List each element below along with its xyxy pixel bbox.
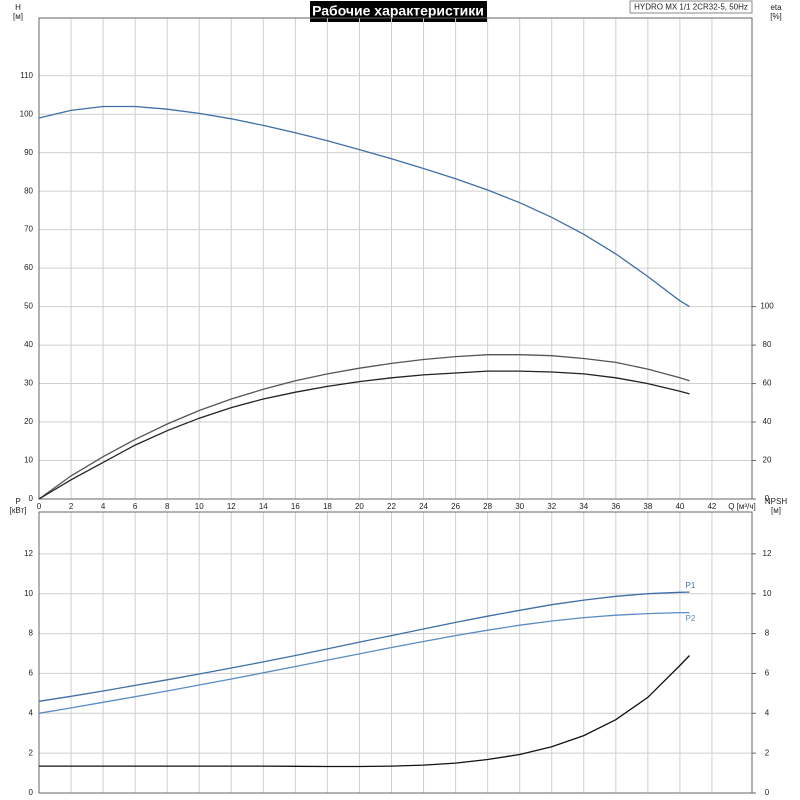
series-line bbox=[39, 655, 690, 768]
y-tick-label: 100 bbox=[20, 109, 34, 118]
x-tick-label: 28 bbox=[483, 502, 492, 511]
series-line bbox=[38, 354, 690, 500]
x-tick-label: 10 bbox=[195, 502, 204, 511]
y-tick-label: 20 bbox=[24, 417, 33, 426]
x-tick-label: 18 bbox=[323, 502, 332, 511]
y-tick-label: 6 bbox=[29, 669, 34, 678]
series-label: P1 bbox=[686, 581, 696, 590]
y2-tick-label: 0 bbox=[765, 494, 770, 503]
x-tick-label: 30 bbox=[515, 502, 524, 511]
y-tick-label: 60 bbox=[24, 263, 33, 272]
y2-tick-label: 2 bbox=[765, 748, 770, 757]
x-tick-label: 0 bbox=[37, 502, 42, 511]
y2-axis-unit: [м] bbox=[771, 506, 781, 515]
y2-tick-label: 0 bbox=[765, 788, 770, 797]
y-tick-label: 80 bbox=[24, 186, 33, 195]
plot-frame bbox=[38, 511, 753, 794]
y2-tick-label: 4 bbox=[765, 708, 770, 717]
y-tick-label: 50 bbox=[24, 302, 33, 311]
y-tick-label: 12 bbox=[24, 549, 33, 558]
y-tick-label: 90 bbox=[24, 148, 33, 157]
y2-axis-label: eta bbox=[770, 3, 782, 12]
y-tick-label: 110 bbox=[20, 71, 33, 80]
series-line bbox=[38, 591, 690, 702]
x-tick-label: 20 bbox=[355, 502, 364, 511]
x-tick-label: 24 bbox=[419, 502, 428, 511]
y-tick-label: 4 bbox=[29, 708, 34, 717]
y2-tick-label: 60 bbox=[763, 379, 772, 388]
y-tick-label: 10 bbox=[24, 456, 33, 465]
y2-axis-label: NPSH bbox=[765, 497, 787, 506]
y2-tick-label: 10 bbox=[763, 589, 772, 598]
y2-tick-label: 12 bbox=[763, 549, 772, 558]
y-axis-unit: [кВт] bbox=[10, 506, 27, 515]
x-tick-label: 6 bbox=[133, 502, 138, 511]
model: HYDRO MX 1/1 2CR32-5, 50Hz bbox=[634, 3, 748, 12]
y-tick-label: 70 bbox=[24, 225, 33, 234]
y-tick-label: 10 bbox=[24, 589, 33, 598]
x-axis-label: Q [м³/ч] bbox=[728, 502, 755, 511]
x-tick-label: 12 bbox=[227, 502, 236, 511]
y2-tick-label: 100 bbox=[760, 302, 774, 311]
y-axis-label: H bbox=[15, 3, 21, 12]
x-tick-label: 34 bbox=[579, 502, 588, 511]
x-tick-label: 40 bbox=[675, 502, 684, 511]
y-tick-label: 2 bbox=[29, 748, 34, 757]
y-tick-label: 30 bbox=[24, 379, 33, 388]
model-box bbox=[629, 0, 753, 14]
series-line bbox=[38, 105, 690, 308]
series-line bbox=[38, 611, 690, 714]
y2-tick-label: 40 bbox=[763, 417, 772, 426]
y2-tick-label: 6 bbox=[765, 669, 770, 678]
y-axis-label: P bbox=[15, 497, 20, 506]
x-tick-label: 14 bbox=[259, 502, 268, 511]
x-tick-label: 2 bbox=[69, 502, 74, 511]
series-label: P2 bbox=[686, 614, 696, 623]
y2-tick-label: 20 bbox=[763, 456, 772, 465]
y-tick-label: 0 bbox=[29, 494, 34, 503]
x-tick-label: 36 bbox=[611, 502, 620, 511]
x-tick-label: 38 bbox=[643, 502, 652, 511]
y2-tick-label: 80 bbox=[763, 340, 772, 349]
series-line bbox=[38, 370, 690, 500]
x-tick-label: 22 bbox=[387, 502, 396, 511]
y2-axis-unit: [%] bbox=[770, 12, 782, 21]
x-tick-label: 42 bbox=[707, 502, 716, 511]
x-tick-label: 4 bbox=[101, 502, 106, 511]
x-tick-label: 8 bbox=[165, 502, 170, 511]
title: Рабочие характеристики bbox=[312, 3, 484, 19]
y-axis-unit: [м] bbox=[13, 12, 23, 21]
y-tick-label: 0 bbox=[29, 788, 34, 797]
plot-frame bbox=[38, 17, 753, 500]
x-tick-label: 16 bbox=[291, 502, 300, 511]
title-box bbox=[310, 1, 487, 22]
y-tick-label: 8 bbox=[29, 629, 34, 638]
x-tick-label: 32 bbox=[547, 502, 556, 511]
y2-tick-label: 8 bbox=[765, 629, 770, 638]
x-tick-label: 26 bbox=[451, 502, 460, 511]
y-tick-label: 40 bbox=[24, 340, 33, 349]
